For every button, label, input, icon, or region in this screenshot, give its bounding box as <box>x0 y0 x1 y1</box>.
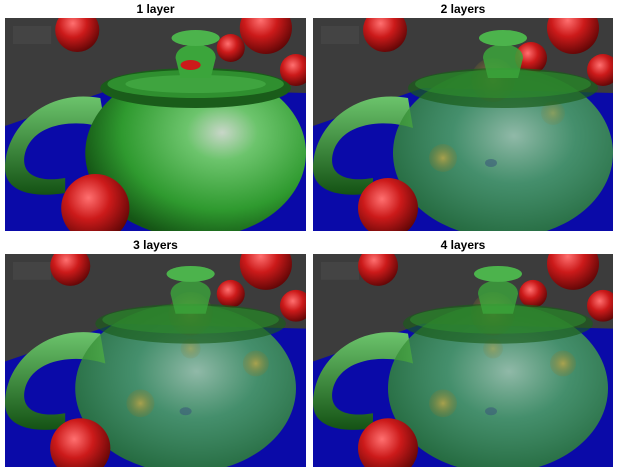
panel-1-layer: 1 layer <box>5 0 306 231</box>
teapot-image <box>5 18 306 231</box>
panel-caption: 3 layers <box>133 238 178 252</box>
panel-caption: 1 layer <box>136 2 175 16</box>
panel-caption: 4 layers <box>440 238 486 252</box>
panel-3-layers: 3 layers <box>5 236 306 468</box>
teapot-image <box>313 254 613 467</box>
teapot-render-4-layers <box>313 254 613 467</box>
teapot-render-opaque <box>5 18 306 231</box>
teapot-render-2-layers <box>313 18 613 231</box>
panel-2-layers: 2 layers <box>313 0 613 231</box>
teapot-image <box>313 18 613 231</box>
teapot-image <box>5 254 306 467</box>
panel-4-layers: 4 layers <box>313 236 613 468</box>
teapot-render-3-layers <box>5 254 306 467</box>
panel-caption: 2 layers <box>440 2 486 16</box>
